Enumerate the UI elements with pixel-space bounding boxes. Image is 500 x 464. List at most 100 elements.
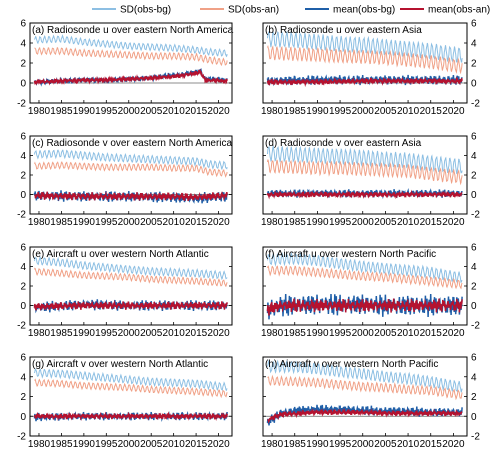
x-tick-label: 2015 [420,328,443,339]
y-tick-label: 4 [471,151,477,162]
legend-label: SD(obs-bg) [120,5,171,16]
y-tick-label: -2 [17,432,26,443]
x-tick-label: 2010 [397,439,420,450]
chart-panel: -2 0 2 4 6 1980 1985 1990 1995 2000 2005 2010 2015 20… [261,132,480,229]
y-tick-label: 4 [471,39,477,50]
y-tick-label: -2 [471,432,480,443]
y-tick-label: -2 [471,99,480,110]
x-tick-label: 2005 [374,439,397,450]
y-tick-label: 2 [471,282,477,293]
y-tick-label: 0 [471,190,477,201]
y-tick-label: 4 [20,262,26,273]
x-tick-label: 1990 [306,328,329,339]
panel-title: (e) Aircraft u over western North Atlant… [32,249,209,260]
series-line [267,159,463,186]
x-tick-label: 2015 [185,106,208,117]
y-tick-label: 2 [20,59,26,70]
y-tick-label: 6 [20,19,26,30]
series-line [266,298,463,316]
series-line [267,45,463,75]
x-tick-label: 1980 [28,439,51,450]
series-line [267,145,463,175]
x-tick-label: 2010 [397,328,420,339]
legend-label: mean(obs-bg) [333,5,395,16]
x-tick-label: 1985 [284,328,307,339]
y-tick-label: -2 [17,321,26,332]
legend-label: SD(obs-an) [228,5,279,16]
series-line [267,30,463,63]
x-tick-label: 1985 [50,328,73,339]
x-tick-label: 2015 [185,328,208,339]
x-tick-label: 2010 [397,217,420,228]
x-tick-label: 1990 [306,106,329,117]
x-tick-label: 2020 [207,439,230,450]
x-tick-label: 2020 [207,217,230,228]
legend-label: mean(obs-an) [428,5,490,16]
x-tick-label: 2005 [140,106,163,117]
x-tick-label: 2010 [163,106,186,117]
y-tick-label: 2 [20,282,26,293]
y-tick-label: 4 [20,151,26,162]
y-tick-label: 6 [20,353,26,364]
series-line [34,378,228,399]
x-tick-label: 1985 [50,439,73,450]
x-tick-label: 1995 [329,106,352,117]
x-tick-label: 1980 [28,217,51,228]
x-tick-label: 2005 [374,328,397,339]
x-tick-label: 2020 [442,328,465,339]
y-tick-label: 4 [20,372,26,383]
x-tick-label: 1985 [284,106,307,117]
x-tick-label: 2000 [352,328,375,339]
x-tick-label: 2010 [397,106,420,117]
series-line [267,408,463,424]
series-line [34,46,228,66]
series-line [267,374,463,401]
chart-panel: -2 0 2 4 6 1980 1985 1990 1995 2000 2005 2010 2015 20… [261,243,480,340]
x-tick-label: 1985 [284,217,307,228]
panel-title: (a) Radiosonde u over eastern North Amer… [32,25,234,36]
x-tick-label: 1980 [261,439,284,450]
y-tick-label: 2 [471,392,477,403]
x-tick-label: 1990 [73,439,96,450]
chart-panel: -2 0 2 4 6 1980 1985 1990 1995 2000 2005 2010 2015 20… [261,353,480,451]
chart-panel: -2 0 2 4 6 1980 1985 1990 1995 2000 2005 2010 2015 20… [17,19,234,118]
x-tick-label: 1990 [73,106,96,117]
x-tick-label: 1990 [73,328,96,339]
x-tick-label: 1985 [284,439,307,450]
series-line [267,359,463,393]
series-line [34,161,228,178]
x-tick-label: 1980 [261,106,284,117]
x-tick-label: 2000 [118,439,141,450]
y-tick-label: -2 [17,210,26,221]
x-tick-label: 2015 [185,217,208,228]
x-tick-label: 1995 [95,217,118,228]
x-tick-label: 2015 [185,439,208,450]
panel-title: (g) Aircraft v over western North Atlant… [32,359,208,370]
x-tick-label: 2000 [352,106,375,117]
series-line [33,68,228,86]
x-tick-label: 1980 [28,328,51,339]
series-line [267,265,463,290]
panel-title: (h) Aircraft v over western North Pacifi… [265,359,438,370]
series-line [34,267,228,287]
series-line [34,255,228,281]
y-tick-label: 0 [471,301,477,312]
x-tick-label: 2015 [420,217,443,228]
x-tick-label: 2010 [163,328,186,339]
x-tick-label: 1995 [329,328,352,339]
y-tick-label: 6 [20,132,26,143]
x-tick-label: 2005 [140,328,163,339]
series-line [33,411,228,422]
x-tick-label: 2005 [140,217,163,228]
x-tick-label: 2000 [352,439,375,450]
y-tick-label: 0 [20,190,26,201]
y-tick-label: 0 [20,79,26,90]
x-tick-label: 2015 [420,106,443,117]
series-line [34,149,228,171]
x-tick-label: 1980 [261,217,284,228]
y-tick-label: 6 [471,19,477,30]
y-tick-label: 0 [20,301,26,312]
x-tick-label: 1995 [95,106,118,117]
x-tick-label: 1995 [329,217,352,228]
chart-panel: -2 0 2 4 6 1980 1985 1990 1995 2000 2005 2010 2015 20… [17,132,232,229]
